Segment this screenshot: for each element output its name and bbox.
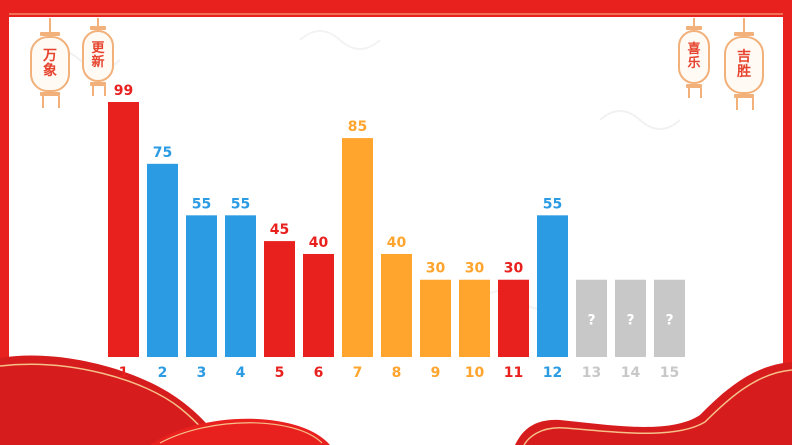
category-label-5: 5 <box>275 365 285 381</box>
data-label-3: 55 <box>192 196 211 212</box>
category-label-4: 4 <box>236 365 246 381</box>
data-label-5: 45 <box>270 222 289 238</box>
data-label-13: ? <box>587 312 595 328</box>
data-label-10: 30 <box>465 261 485 277</box>
category-label-12: 12 <box>543 365 562 381</box>
category-label-7: 7 <box>353 365 363 381</box>
data-label-7: 85 <box>348 119 367 135</box>
data-label-9: 30 <box>426 261 446 277</box>
data-label-12: 55 <box>543 196 562 212</box>
lantern-text-left-2: 更新 <box>91 41 105 70</box>
data-label-2: 75 <box>153 145 172 161</box>
lantern-left-2: 更新 <box>82 18 114 96</box>
category-label-10: 10 <box>465 365 485 381</box>
category-label-8: 8 <box>392 365 402 381</box>
data-label-1: 99 <box>114 83 133 99</box>
category-label-6: 6 <box>314 365 324 381</box>
bar-12 <box>537 215 568 357</box>
category-label-3: 3 <box>197 365 207 381</box>
bar-1 <box>108 102 139 357</box>
bar-13 <box>576 279 607 357</box>
left-frame-border <box>0 0 9 445</box>
category-label-9: 9 <box>431 365 441 381</box>
bar-14 <box>615 279 646 357</box>
lantern-text-right-1: 喜乐 <box>687 42 701 71</box>
data-label-8: 40 <box>387 235 407 251</box>
category-label-13: 13 <box>582 365 601 381</box>
lantern-right-2: 吉胜 <box>724 18 764 110</box>
data-label-4: 55 <box>231 196 250 212</box>
bar-6 <box>303 253 334 357</box>
category-label-15: 15 <box>660 365 679 381</box>
category-label-14: 14 <box>621 365 641 381</box>
lantern-right-1: 喜乐 <box>678 18 710 98</box>
data-label-14: ? <box>626 312 634 328</box>
bar-11 <box>498 279 529 357</box>
bottom-wave-decoration <box>0 355 792 445</box>
bar-2 <box>147 163 178 357</box>
top-frame-border <box>0 0 792 17</box>
bar-5 <box>264 241 295 357</box>
lantern-text-right-2: 吉胜 <box>737 49 751 80</box>
category-label-1: 1 <box>119 365 129 381</box>
bar-8 <box>381 253 412 357</box>
bar-7 <box>342 138 373 357</box>
lantern-text-left-1: 万象 <box>43 48 57 79</box>
bar-15 <box>654 279 685 357</box>
data-label-15: ? <box>665 312 673 328</box>
data-label-11: 30 <box>504 261 524 277</box>
bar-3 <box>186 215 217 357</box>
data-label-6: 40 <box>309 235 329 251</box>
lantern-left-1: 万象 <box>30 18 70 108</box>
right-frame-border <box>783 0 792 445</box>
bar-10 <box>459 279 490 357</box>
bar-9 <box>420 279 451 357</box>
bar-4 <box>225 215 256 357</box>
category-label-11: 11 <box>504 365 523 381</box>
category-label-2: 2 <box>158 365 168 381</box>
